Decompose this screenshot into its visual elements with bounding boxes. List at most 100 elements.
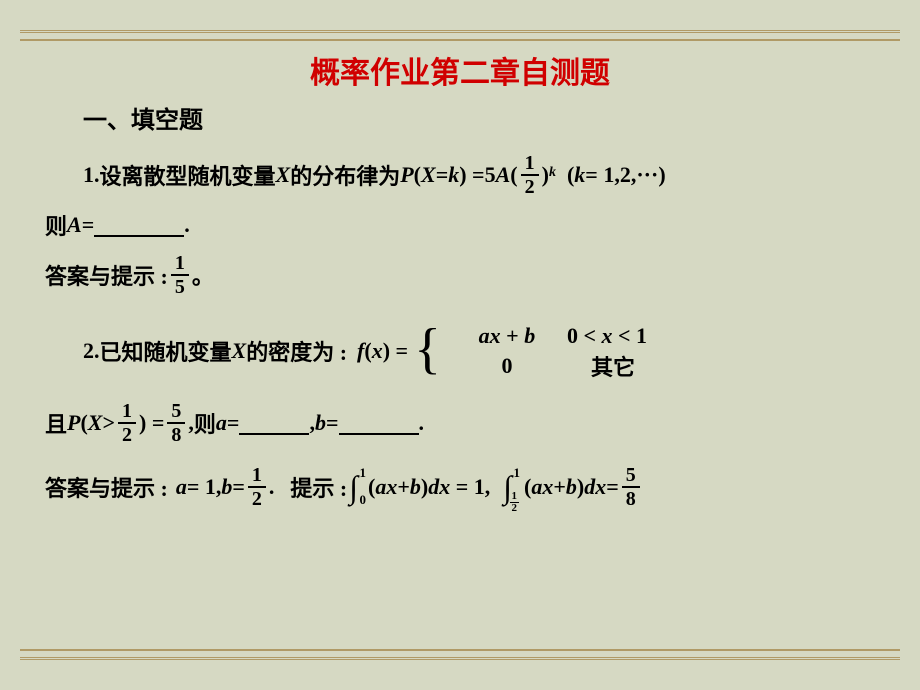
problem-2-line-1: 2. 已知随机变量 X 的密度为 : f ( x ) = { ax + b 0 …	[83, 321, 875, 381]
numerator: 1	[171, 253, 189, 276]
paren: (	[556, 162, 574, 188]
numerator: 1	[521, 153, 539, 176]
plus: +	[397, 474, 410, 500]
fill-blank	[239, 411, 309, 435]
eq: =	[436, 162, 449, 188]
text: = 1,2,	[585, 162, 636, 188]
denominator: 2	[521, 176, 539, 197]
int-upper: 1	[514, 465, 521, 481]
var-k: k	[448, 162, 459, 188]
fraction: 1 5	[171, 253, 189, 297]
eq: =	[326, 410, 339, 436]
denominator: 2	[248, 488, 266, 509]
eq: = 1,	[450, 474, 501, 500]
problem-2-answer: 答案与提示 : a = 1, b = 1 2 . 提示 : ∫ 1 0 ( a …	[45, 465, 875, 509]
text: 的分布律为	[290, 159, 400, 191]
hint-label: 提示 :	[290, 471, 347, 503]
int-lower-frac: 1 2	[507, 481, 523, 518]
var-b: b	[524, 323, 535, 348]
var-x: x	[386, 474, 397, 500]
period: .	[419, 410, 425, 436]
paren: (	[524, 474, 531, 500]
var-k: k	[574, 162, 585, 188]
gt: >	[102, 410, 115, 436]
paren: ) =	[459, 162, 484, 188]
period: .	[269, 474, 275, 500]
denominator: 8	[622, 488, 640, 509]
fraction: 1 2	[118, 401, 136, 445]
dots: ···	[636, 162, 658, 188]
paren: )	[658, 162, 665, 188]
paren: )	[421, 474, 428, 500]
val: = 1,	[187, 474, 222, 500]
var-b: b	[566, 474, 577, 500]
fraction: 5 8	[622, 465, 640, 509]
int-lower: 0	[360, 492, 367, 508]
numerator: 5	[167, 401, 185, 424]
var-A: A	[496, 162, 511, 188]
sym-d: d	[428, 474, 439, 500]
var-b: b	[315, 410, 326, 436]
denominator: 2	[118, 424, 136, 445]
slide-frame: 概率作业第二章自测题 一、填空题 1. 设离散型随机变量 X 的分布律为 P (…	[20, 30, 900, 660]
paren: (	[364, 338, 371, 364]
problem-1-line-2: 则 A = .	[45, 209, 875, 241]
var-a: a	[176, 474, 187, 500]
var-b: b	[221, 474, 232, 500]
fill-blank	[339, 411, 419, 435]
cond: < 1	[613, 323, 648, 348]
eq: ) =	[139, 410, 164, 436]
problem-1-answer: 答案与提示 : 1 5 。	[45, 253, 875, 297]
text: 且	[45, 407, 67, 439]
eq: =	[82, 212, 95, 238]
paren: (	[80, 410, 87, 436]
answer-label: 答案与提示 :	[45, 259, 168, 291]
var-a: a	[216, 410, 227, 436]
var-X: X	[421, 162, 436, 188]
var-A: A	[67, 212, 82, 238]
denominator: 2	[510, 503, 520, 514]
integral-icon: ∫ 1 1 2	[503, 469, 512, 506]
answer-label: 答案与提示 :	[45, 471, 168, 503]
plus: +	[553, 474, 566, 500]
text: 则	[45, 209, 67, 241]
paren: (	[368, 474, 375, 500]
problem-number: 1.	[83, 162, 100, 188]
paren: (	[510, 162, 517, 188]
period: .	[184, 212, 190, 238]
sym-f: f	[357, 338, 364, 364]
integral-icon: ∫ 1 0	[349, 469, 358, 506]
text: 的密度为 :	[246, 335, 347, 367]
numerator: 5	[622, 465, 640, 488]
var-a: a	[375, 474, 386, 500]
left-brace-icon: {	[414, 321, 441, 381]
section-heading: 一、填空题	[83, 100, 875, 135]
denominator: 5	[171, 276, 189, 297]
eq: =	[232, 474, 245, 500]
numerator: 1	[118, 401, 136, 424]
problem-number: 2.	[83, 338, 100, 364]
page-title: 概率作业第二章自测题	[45, 48, 875, 92]
paren: )	[577, 474, 584, 500]
cond-else: 其它	[567, 350, 731, 382]
var-a: a	[531, 474, 542, 500]
var-x: x	[602, 323, 613, 348]
text: 则	[194, 407, 216, 439]
text: 设离散型随机变量	[100, 159, 276, 191]
var-x: x	[439, 474, 450, 500]
var-a: a	[479, 323, 490, 348]
var-X: X	[276, 162, 291, 188]
zero: 0	[447, 353, 567, 379]
problem-1-line-1: 1. 设离散型随机变量 X 的分布律为 P ( X = k ) = 5 A ( …	[83, 153, 875, 197]
cases-rows: ax + b 0 < x < 1 0 其它	[447, 321, 731, 381]
var-x: x	[372, 338, 383, 364]
int-upper: 1	[360, 465, 367, 481]
text: 已知随机变量	[100, 335, 232, 367]
cond: 0 <	[567, 323, 602, 348]
cases-brace: { ax + b 0 < x < 1 0 其它	[414, 321, 731, 381]
case-row: 0 其它	[447, 351, 731, 381]
eq: =	[227, 410, 240, 436]
fraction: 1 2	[521, 153, 539, 197]
period: 。	[192, 259, 214, 291]
fraction: 1 2	[248, 465, 266, 509]
